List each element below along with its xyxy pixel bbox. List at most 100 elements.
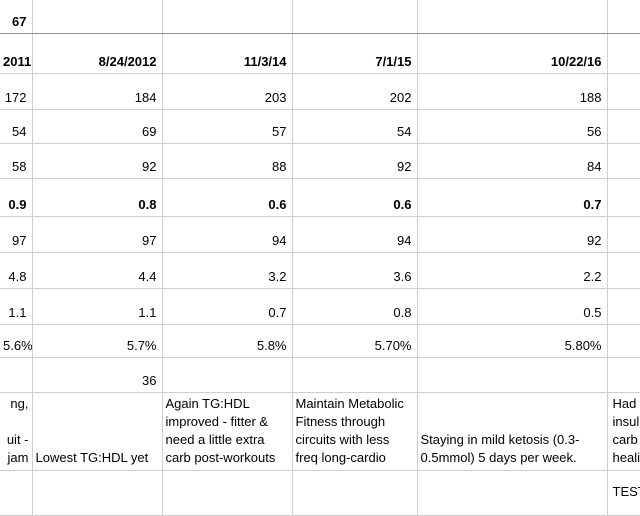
cell-date-10-22-16[interactable]: 10/22/16 bbox=[417, 33, 607, 73]
cell-value[interactable]: 0.5 bbox=[417, 288, 607, 324]
cell-value[interactable]: 202 bbox=[292, 73, 417, 109]
row-values-58: 58 92 88 92 84 bbox=[0, 143, 640, 178]
cell-empty[interactable] bbox=[162, 0, 292, 33]
cell-empty[interactable] bbox=[607, 33, 640, 73]
cell-value[interactable]: 94 bbox=[292, 216, 417, 252]
cell-empty[interactable] bbox=[32, 0, 162, 33]
cell-value[interactable]: 54 bbox=[292, 109, 417, 143]
row-top-partial: 67 bbox=[0, 0, 640, 33]
cell-date-11-3-14[interactable]: 11/3/14 bbox=[162, 33, 292, 73]
row-values-4-8: 4.8 4.4 3.2 3.6 2.2 bbox=[0, 252, 640, 288]
row-values-ratio-bold: 0.9 0.8 0.6 0.6 0.7 bbox=[0, 178, 640, 216]
cell-value[interactable]: 5.8% bbox=[162, 324, 292, 357]
cell-value[interactable]: 54 bbox=[0, 109, 32, 143]
note-fragment: insuli bbox=[613, 413, 640, 431]
cell-empty[interactable] bbox=[292, 470, 417, 515]
cell-value[interactable]: 84 bbox=[417, 143, 607, 178]
row-bottom-partial: TEST bbox=[0, 470, 640, 515]
row-date-header: 2011 8/24/2012 11/3/14 7/1/15 10/22/16 bbox=[0, 33, 640, 73]
cell-value[interactable]: 36 bbox=[32, 357, 162, 392]
row-notes: ng, uit - jam Lowest TG:HDL yet Again TG… bbox=[0, 392, 640, 470]
note-fragment: jam bbox=[3, 449, 29, 467]
cell-value[interactable]: 3.2 bbox=[162, 252, 292, 288]
cell-value[interactable]: 2.2 bbox=[417, 252, 607, 288]
cell-date-7-1-15[interactable]: 7/1/15 bbox=[292, 33, 417, 73]
cell-empty[interactable] bbox=[292, 0, 417, 33]
cell-note-2014[interactable]: Again TG:HDL improved - fitter & need a … bbox=[162, 392, 292, 470]
cell-value[interactable]: 5.7% bbox=[32, 324, 162, 357]
cell-value[interactable]: 5.80% bbox=[417, 324, 607, 357]
row-values-percent: 5.6% 5.7% 5.8% 5.70% 5.80% bbox=[0, 324, 640, 357]
note-fragment: ng, bbox=[3, 395, 29, 413]
cell-value[interactable]: 0.8 bbox=[292, 288, 417, 324]
cell-value[interactable]: 184 bbox=[32, 73, 162, 109]
cell-note-2012[interactable]: Lowest TG:HDL yet bbox=[32, 392, 162, 470]
cell-value[interactable]: 57 bbox=[162, 109, 292, 143]
cell-empty[interactable] bbox=[607, 252, 640, 288]
cell-value[interactable]: 172 bbox=[0, 73, 32, 109]
cell-value[interactable]: 203 bbox=[162, 73, 292, 109]
cell-value[interactable]: 0.8 bbox=[32, 178, 162, 216]
cell-empty[interactable] bbox=[162, 470, 292, 515]
cell-empty[interactable] bbox=[417, 357, 607, 392]
cell-empty[interactable] bbox=[0, 470, 32, 515]
note-fragment: uit - bbox=[3, 431, 29, 449]
cell-value[interactable]: 0.7 bbox=[417, 178, 607, 216]
cell-empty[interactable] bbox=[607, 324, 640, 357]
cell-empty[interactable] bbox=[417, 0, 607, 33]
cell-empty[interactable] bbox=[607, 73, 640, 109]
row-values-1-1: 1.1 1.1 0.7 0.8 0.5 bbox=[0, 288, 640, 324]
cell-value[interactable]: 1.1 bbox=[0, 288, 32, 324]
cell-note-2016[interactable]: Staying in mild ketosis (0.3-0.5mmol) 5 … bbox=[417, 392, 607, 470]
cell-value[interactable]: 92 bbox=[417, 216, 607, 252]
cell-empty[interactable] bbox=[32, 470, 162, 515]
cell-value[interactable]: 0.7 bbox=[162, 288, 292, 324]
cell-value[interactable]: 94 bbox=[162, 216, 292, 252]
row-values-54: 54 69 57 54 56 bbox=[0, 109, 640, 143]
cell-value[interactable]: 5.70% bbox=[292, 324, 417, 357]
row-values-97: 97 97 94 94 92 bbox=[0, 216, 640, 252]
cell-note-left-partial[interactable]: ng, uit - jam bbox=[0, 392, 32, 470]
cell-value[interactable]: 5.6% bbox=[0, 324, 32, 357]
cell-value[interactable]: 1.1 bbox=[32, 288, 162, 324]
cell-empty[interactable] bbox=[607, 109, 640, 143]
cell-empty[interactable] bbox=[292, 357, 417, 392]
row-values-36: 36 bbox=[0, 357, 640, 392]
cell-value[interactable]: 4.4 bbox=[32, 252, 162, 288]
cell-date-2011[interactable]: 2011 bbox=[0, 33, 32, 73]
row-values-172: 172 184 203 202 188 bbox=[0, 73, 640, 109]
note-fragment: carb bbox=[613, 431, 640, 449]
note-fragment: heali bbox=[613, 449, 640, 467]
cell-value[interactable]: 58 bbox=[0, 143, 32, 178]
cell-value[interactable]: 92 bbox=[292, 143, 417, 178]
cell-value[interactable]: 0.6 bbox=[292, 178, 417, 216]
cell-value[interactable]: 97 bbox=[0, 216, 32, 252]
cell-value[interactable]: 56 bbox=[417, 109, 607, 143]
cell-value[interactable]: 188 bbox=[417, 73, 607, 109]
cell-empty[interactable] bbox=[607, 178, 640, 216]
cell-empty[interactable] bbox=[607, 0, 640, 33]
cell-note-2015[interactable]: Maintain Metabolic Fitness through circu… bbox=[292, 392, 417, 470]
cell-value[interactable]: 0.6 bbox=[162, 178, 292, 216]
cell-test-label[interactable]: TEST bbox=[607, 470, 640, 515]
cell-date-8-24-2012[interactable]: 8/24/2012 bbox=[32, 33, 162, 73]
cell-note-right-partial[interactable]: Had insuli carb heali bbox=[607, 392, 640, 470]
cell-value[interactable]: 97 bbox=[32, 216, 162, 252]
note-fragment: Had bbox=[613, 395, 640, 413]
cell-value[interactable]: 0.9 bbox=[0, 178, 32, 216]
cell-empty[interactable] bbox=[607, 143, 640, 178]
cell-top-left-value[interactable]: 67 bbox=[0, 0, 32, 33]
cell-empty[interactable] bbox=[162, 357, 292, 392]
cell-value[interactable]: 92 bbox=[32, 143, 162, 178]
cell-empty[interactable] bbox=[607, 357, 640, 392]
cell-empty[interactable] bbox=[607, 288, 640, 324]
cell-empty[interactable] bbox=[607, 216, 640, 252]
note-fragment bbox=[3, 413, 29, 431]
cell-value[interactable]: 69 bbox=[32, 109, 162, 143]
cell-value[interactable]: 88 bbox=[162, 143, 292, 178]
cell-empty[interactable] bbox=[0, 357, 32, 392]
cell-value[interactable]: 3.6 bbox=[292, 252, 417, 288]
cell-value[interactable]: 4.8 bbox=[0, 252, 32, 288]
cell-empty[interactable] bbox=[417, 470, 607, 515]
